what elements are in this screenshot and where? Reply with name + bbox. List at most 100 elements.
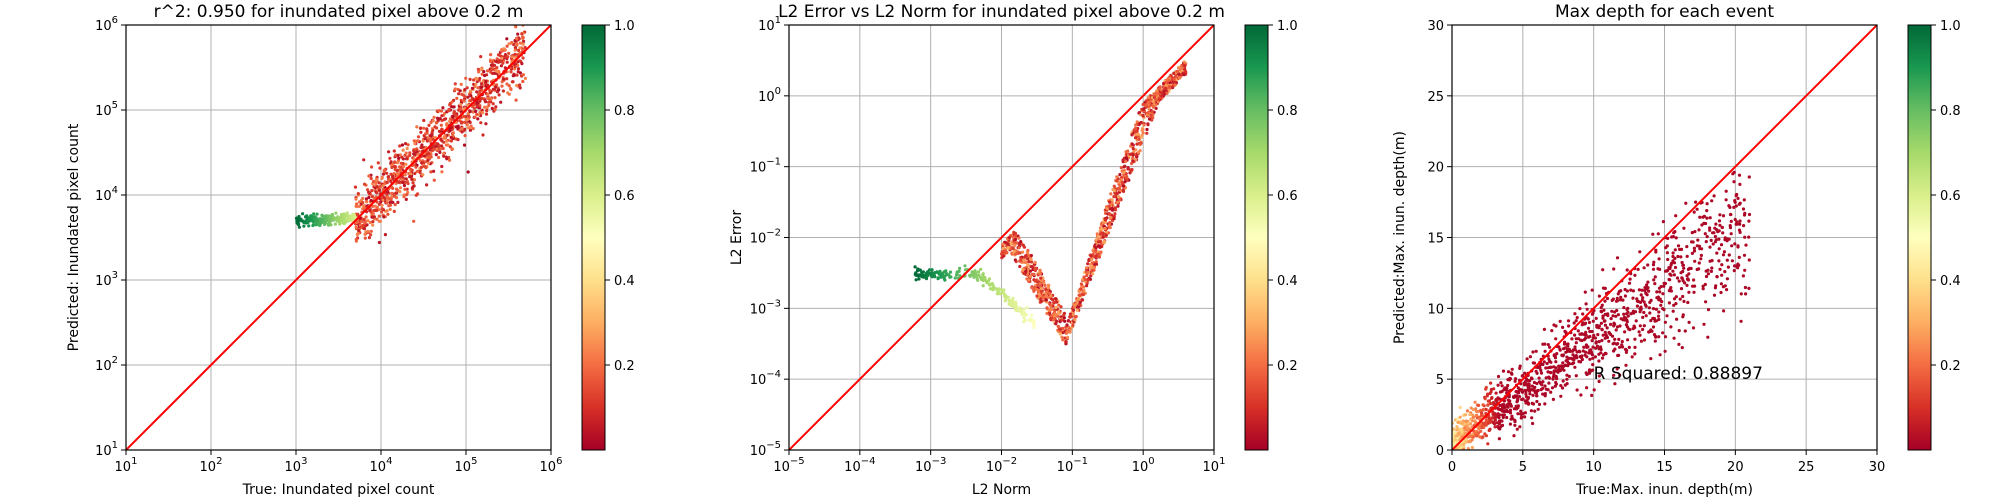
data-point bbox=[1115, 192, 1119, 196]
data-point bbox=[1734, 222, 1738, 226]
data-point bbox=[1600, 338, 1604, 343]
data-point bbox=[435, 120, 439, 124]
data-point bbox=[1498, 403, 1502, 407]
data-point bbox=[382, 169, 386, 174]
data-point bbox=[1470, 438, 1474, 442]
data-point bbox=[1680, 260, 1684, 265]
data-point bbox=[1014, 306, 1019, 310]
data-point bbox=[1628, 277, 1632, 281]
data-point bbox=[333, 222, 337, 226]
data-point bbox=[342, 218, 346, 222]
data-point bbox=[1663, 335, 1668, 339]
data-point bbox=[1638, 310, 1642, 314]
data-point bbox=[1479, 429, 1483, 433]
data-point bbox=[1124, 172, 1128, 176]
data-point bbox=[1616, 292, 1620, 296]
data-point bbox=[385, 181, 389, 185]
data-point bbox=[1531, 361, 1535, 365]
data-point bbox=[367, 174, 371, 178]
data-point bbox=[1042, 281, 1046, 285]
data-point bbox=[1594, 316, 1598, 320]
x-tick-label: 105 bbox=[455, 456, 478, 475]
data-point bbox=[1489, 390, 1493, 394]
data-point bbox=[478, 104, 482, 108]
data-point bbox=[1054, 305, 1058, 309]
data-point bbox=[1651, 263, 1656, 267]
data-point bbox=[1660, 300, 1664, 304]
data-point bbox=[1673, 265, 1678, 270]
data-point bbox=[1483, 395, 1487, 399]
data-point bbox=[1046, 286, 1050, 290]
y-tick-label: 10−3 bbox=[750, 298, 781, 317]
data-point bbox=[1094, 260, 1098, 264]
data-point bbox=[1605, 335, 1609, 340]
data-point bbox=[400, 155, 404, 159]
data-point bbox=[1515, 394, 1519, 398]
data-point bbox=[521, 79, 525, 84]
data-point bbox=[914, 273, 918, 277]
data-point bbox=[1565, 377, 1569, 381]
data-point bbox=[1619, 295, 1623, 299]
data-point bbox=[1131, 153, 1135, 157]
data-point bbox=[357, 200, 361, 204]
data-point bbox=[476, 86, 480, 90]
data-point bbox=[1698, 247, 1702, 251]
data-point bbox=[1610, 298, 1614, 302]
data-point bbox=[1574, 337, 1578, 341]
data-point bbox=[1558, 319, 1562, 323]
data-point bbox=[1155, 98, 1160, 102]
data-point bbox=[1701, 287, 1705, 291]
data-point bbox=[1147, 107, 1151, 111]
data-point bbox=[1058, 327, 1062, 331]
data-point bbox=[980, 277, 984, 282]
data-point bbox=[1602, 308, 1606, 312]
data-point bbox=[1124, 159, 1128, 164]
data-point bbox=[1693, 230, 1697, 234]
data-point bbox=[416, 135, 421, 139]
data-point bbox=[1588, 357, 1592, 361]
data-point bbox=[1706, 272, 1710, 276]
data-point bbox=[1044, 298, 1048, 302]
data-point bbox=[1013, 258, 1018, 262]
data-point bbox=[1038, 268, 1042, 272]
data-point bbox=[1717, 219, 1722, 223]
data-point bbox=[1180, 64, 1184, 68]
data-point bbox=[1674, 302, 1678, 306]
data-point bbox=[1603, 323, 1607, 327]
data-point bbox=[1645, 283, 1649, 287]
data-point bbox=[1040, 286, 1044, 291]
data-point bbox=[1466, 427, 1470, 431]
data-point bbox=[1019, 257, 1023, 261]
data-point bbox=[506, 55, 510, 59]
data-point bbox=[404, 162, 408, 166]
data-point bbox=[521, 42, 525, 46]
data-point bbox=[1130, 142, 1134, 146]
data-point bbox=[1591, 363, 1595, 367]
data-point bbox=[1099, 222, 1104, 226]
data-point bbox=[516, 67, 521, 71]
data-point bbox=[334, 211, 338, 215]
data-point bbox=[392, 171, 396, 176]
data-point bbox=[1701, 284, 1705, 288]
data-point bbox=[302, 224, 306, 228]
data-point bbox=[1025, 306, 1029, 310]
data-point bbox=[386, 175, 390, 179]
data-point bbox=[991, 288, 995, 292]
data-point bbox=[363, 236, 367, 240]
data-point bbox=[1747, 286, 1751, 290]
data-point bbox=[1562, 342, 1567, 346]
data-point bbox=[505, 60, 509, 64]
x-tick-label: 10 bbox=[1585, 460, 1602, 475]
data-point bbox=[430, 132, 434, 136]
x-tick-label: 20 bbox=[1727, 460, 1744, 475]
data-point bbox=[507, 51, 511, 56]
data-point bbox=[1657, 257, 1661, 261]
data-point bbox=[1554, 360, 1558, 364]
y-tick-label: 25 bbox=[1427, 90, 1444, 105]
data-point bbox=[1720, 273, 1724, 277]
data-point bbox=[1014, 252, 1018, 256]
data-point bbox=[1584, 333, 1588, 337]
data-point bbox=[1681, 313, 1685, 317]
data-point bbox=[1101, 220, 1105, 224]
data-point bbox=[432, 115, 436, 119]
